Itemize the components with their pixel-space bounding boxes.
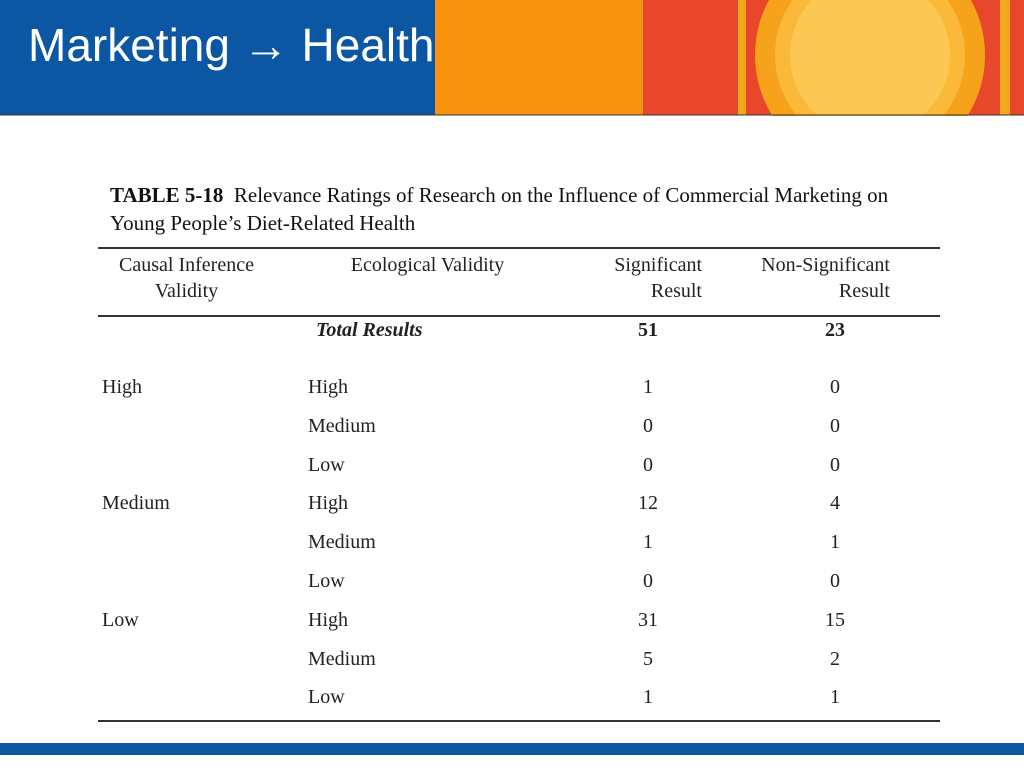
causal-validity: High: [102, 376, 142, 398]
non-significant-count: 0: [830, 453, 840, 476]
rule: [98, 720, 940, 722]
rule: [98, 247, 940, 249]
significant-count: 12: [638, 492, 658, 515]
significant-count: 0: [643, 453, 653, 476]
ecological-validity: High: [308, 608, 348, 631]
header-band: [0, 0, 1024, 116]
causal-validity: Medium: [102, 492, 170, 515]
ecological-validity: Medium: [308, 414, 376, 437]
ecological-validity: Medium: [308, 531, 376, 554]
non-significant-count: 0: [830, 414, 840, 437]
caption-text: Relevance Ratings of Research on the Inf…: [110, 183, 889, 235]
significant-count: 1: [643, 686, 653, 709]
total-value: 23: [825, 319, 845, 341]
non-significant-count: 15: [825, 608, 845, 631]
slide-title: Marketing → Health: [28, 19, 435, 71]
causal-validity: Low: [102, 608, 139, 631]
column-header: Significant Result: [614, 254, 702, 302]
total-value: 51: [638, 319, 658, 341]
significant-count: 0: [643, 414, 653, 437]
ecological-validity: Low: [308, 453, 345, 476]
table-caption: TABLE 5-18 Relevance Ratings of Research…: [110, 181, 910, 237]
non-significant-count: 1: [830, 686, 840, 709]
table-label: TABLE 5-18: [110, 183, 224, 207]
ecological-validity: Low: [308, 686, 345, 709]
ecological-validity: Low: [308, 570, 345, 592]
non-significant-count: 1: [830, 531, 840, 554]
significant-count: 0: [643, 570, 653, 592]
non-significant-count: 0: [830, 570, 840, 592]
rule: [98, 315, 940, 317]
ecological-validity: High: [308, 376, 348, 398]
non-significant-count: 0: [830, 376, 840, 398]
column-header: Causal Inference Validity: [119, 254, 254, 302]
column-header: Non-Significant Result: [761, 254, 890, 302]
significant-count: 1: [643, 376, 653, 398]
significant-count: 31: [638, 608, 658, 631]
non-significant-count: 4: [830, 492, 840, 515]
column-header: Ecological Validity: [350, 254, 505, 276]
ecological-validity: High: [308, 492, 348, 515]
non-significant-count: 2: [830, 647, 840, 670]
significant-count: 5: [643, 647, 653, 670]
significant-count: 1: [643, 531, 653, 554]
total-label: Total Results: [316, 319, 423, 341]
ecological-validity: Medium: [308, 647, 376, 670]
footer-bar: [0, 743, 1024, 755]
